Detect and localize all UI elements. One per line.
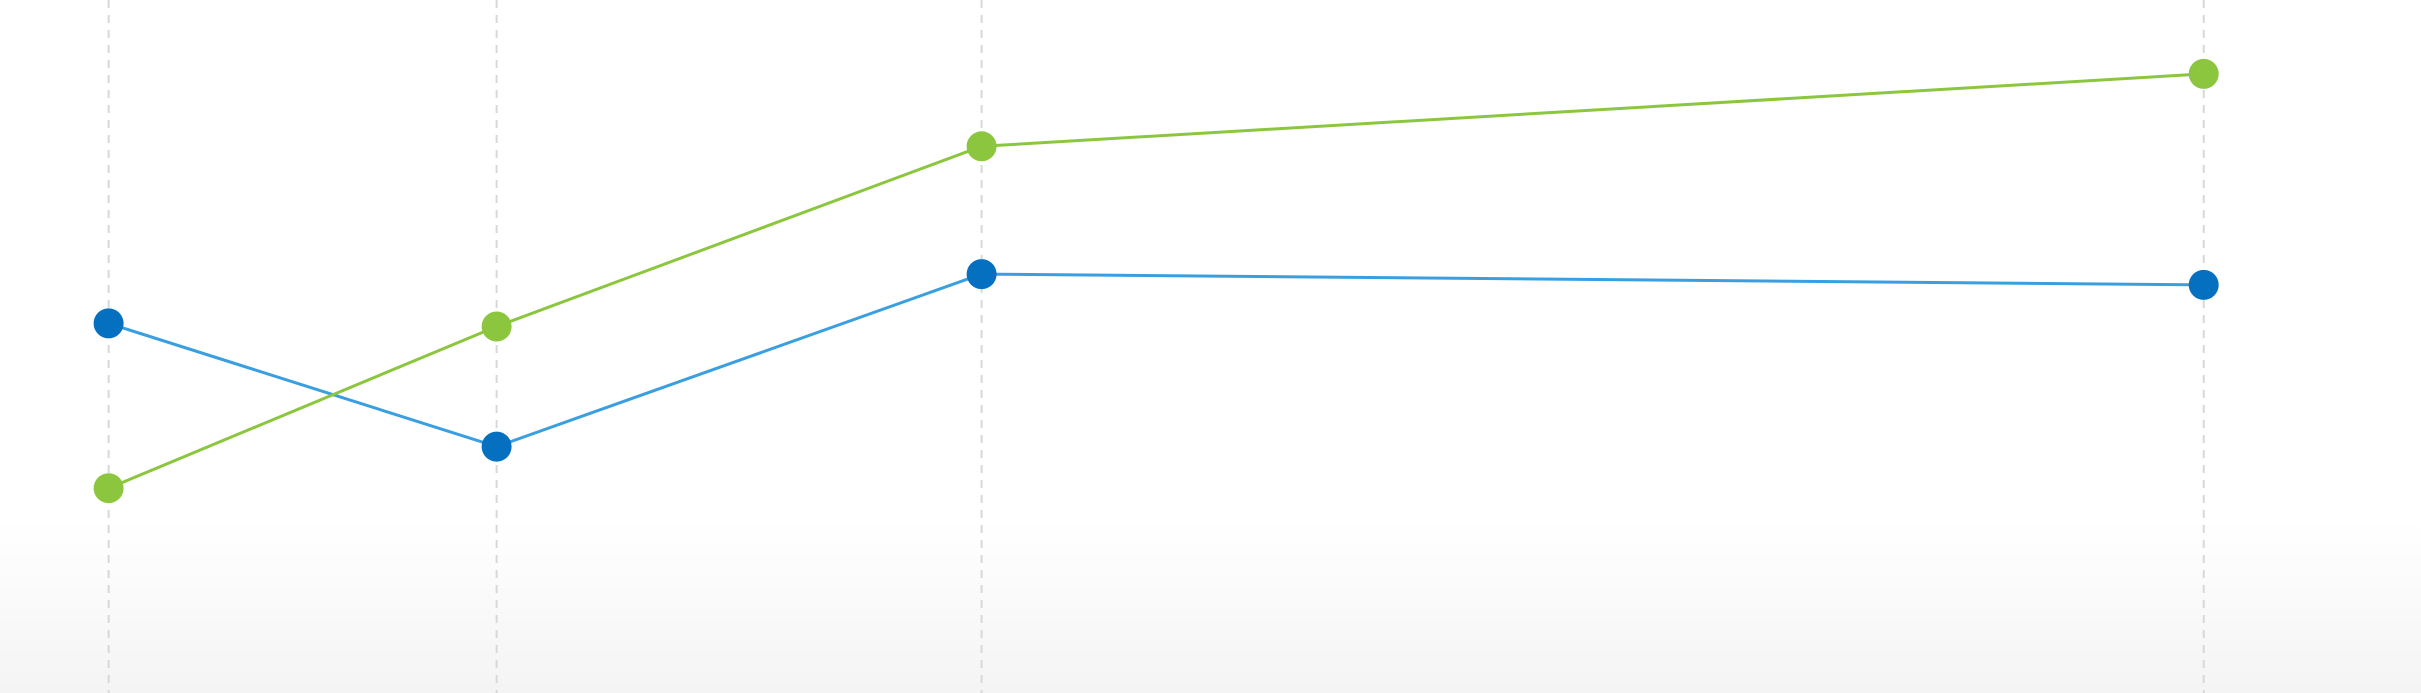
- series-0-line: [108, 272, 2204, 449]
- vertical-gridlines: [107, 0, 2205, 693]
- series-1-line: [108, 72, 2204, 490]
- series-0-point-3[interactable]: [2188, 269, 2219, 300]
- series-1-point-0[interactable]: [93, 473, 124, 504]
- series-1-point-3[interactable]: [2188, 58, 2219, 89]
- series-lines: [108, 72, 2204, 490]
- series-0-point-0[interactable]: [93, 308, 124, 339]
- series-0-point-1[interactable]: [481, 431, 512, 462]
- series-0-point-2[interactable]: [966, 259, 997, 290]
- series-1-point-1[interactable]: [481, 311, 512, 342]
- series-1-point-2[interactable]: [966, 131, 997, 162]
- series-points: [93, 58, 2219, 504]
